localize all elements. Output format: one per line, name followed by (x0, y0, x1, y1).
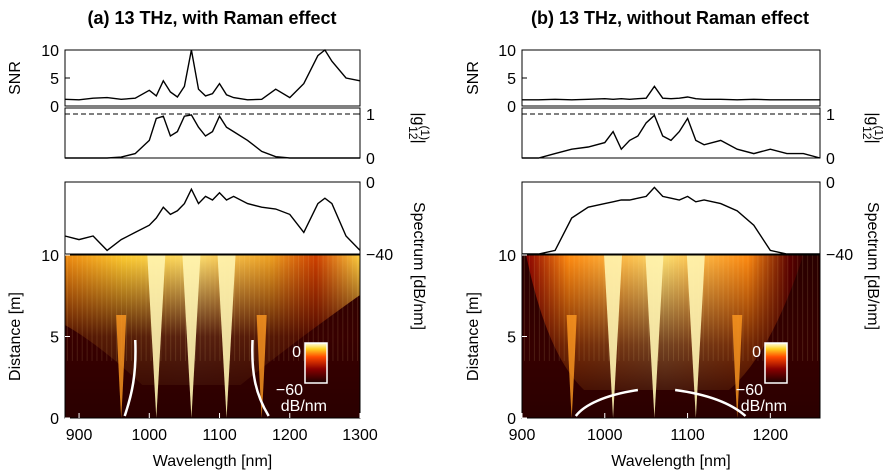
distance-tick-label: 10 (41, 248, 59, 265)
g12-line (65, 114, 360, 159)
x-tick-label: 1100 (202, 427, 237, 444)
heatmap (522, 255, 820, 418)
pump-filament (182, 255, 201, 418)
colorbar-unit: dB/nm (741, 398, 787, 415)
spectrum-ylabel: Spectrum [dB/nm] (410, 202, 427, 330)
colorbar-max-label: 0 (292, 344, 301, 361)
colorbar-max-label: 0 (752, 344, 761, 361)
x-tick-label: 1000 (131, 427, 167, 444)
x-tick-label: 1300 (342, 427, 378, 444)
spectrum-tick-label: 0 (366, 175, 375, 192)
pump-filament (217, 255, 236, 418)
spectrum-line (64, 187, 361, 252)
sideband-filament (732, 315, 743, 418)
pump-filament (147, 255, 166, 418)
distance-tick-label: 10 (498, 248, 516, 265)
colorbar (764, 342, 788, 384)
x-tick-label: 1200 (753, 427, 789, 444)
snr-tick-label: 0 (50, 99, 59, 116)
g12-ylabel: |g(1)12| (860, 112, 883, 143)
spectrum-ylabel: Spectrum [dB/nm] (864, 202, 881, 330)
x-tick-label: 900 (66, 427, 93, 444)
white-curve (674, 388, 747, 417)
x-axis-label: Wavelength [nm] (611, 453, 730, 470)
distance-tick-label: 0 (50, 411, 59, 428)
x-axis-label: Wavelength [nm] (153, 453, 272, 470)
x-tick-label: 1000 (587, 427, 623, 444)
g12-tick-label: 1 (366, 107, 375, 124)
snr-ylabel: SNR (465, 61, 482, 95)
x-tick-label: 900 (509, 427, 536, 444)
sideband-filament (566, 315, 577, 418)
white-curve (123, 339, 137, 417)
g12-line (522, 114, 821, 159)
white-curve (251, 339, 270, 417)
pump-filament (645, 255, 664, 418)
snr-tick-label: 5 (507, 71, 516, 88)
panel-a: (a) 13 THz, with Raman effect0−60dB/nm10… (7, 8, 432, 470)
distance-tick-label: 5 (507, 330, 516, 347)
pump-filament (686, 255, 705, 418)
spectrum-tick-label: −40 (826, 247, 853, 264)
snr-tick-label: 5 (50, 71, 59, 88)
spectrum-tick-label: 0 (826, 175, 835, 192)
colorbar (304, 342, 328, 384)
panel-title: (b) 13 THz, without Raman effect (531, 8, 809, 28)
distance-ylabel: Distance [m] (465, 292, 482, 381)
g12-tick-label: 1 (826, 107, 835, 124)
snr-line (522, 85, 820, 101)
distance-ylabel: Distance [m] (7, 292, 24, 381)
snr-ylabel: SNR (7, 61, 24, 95)
x-tick-label: 1200 (272, 427, 308, 444)
snr-tick-label: 10 (498, 43, 516, 60)
heatmap (65, 255, 360, 418)
g12-ylabel: |g(1)12| (406, 112, 432, 143)
spectrum-tick-label: −40 (366, 247, 393, 264)
panel-title: (a) 13 THz, with Raman effect (87, 8, 336, 28)
panel-b: (b) 13 THz, without Raman effect 0 −60dB/n… (465, 8, 883, 470)
pump-filament (604, 255, 623, 418)
sideband-filament (116, 315, 127, 418)
colorbar-min-label: −60 (276, 382, 303, 399)
snr-line (64, 48, 361, 101)
snr-tick-label: 0 (507, 99, 516, 116)
g12-tick-label: 0 (366, 151, 375, 168)
colorbar-unit: dB/nm (281, 398, 327, 415)
g12-tick-label: 0 (826, 151, 835, 168)
sideband-filament (256, 315, 267, 418)
spectrum-line (522, 186, 820, 255)
distance-tick-label: 5 (50, 330, 59, 347)
distance-tick-label: 0 (507, 411, 516, 428)
white-curve (574, 388, 639, 417)
snr-tick-label: 10 (41, 43, 59, 60)
x-tick-label: 1100 (670, 427, 705, 444)
colorbar-min-label: −60 (736, 382, 763, 399)
